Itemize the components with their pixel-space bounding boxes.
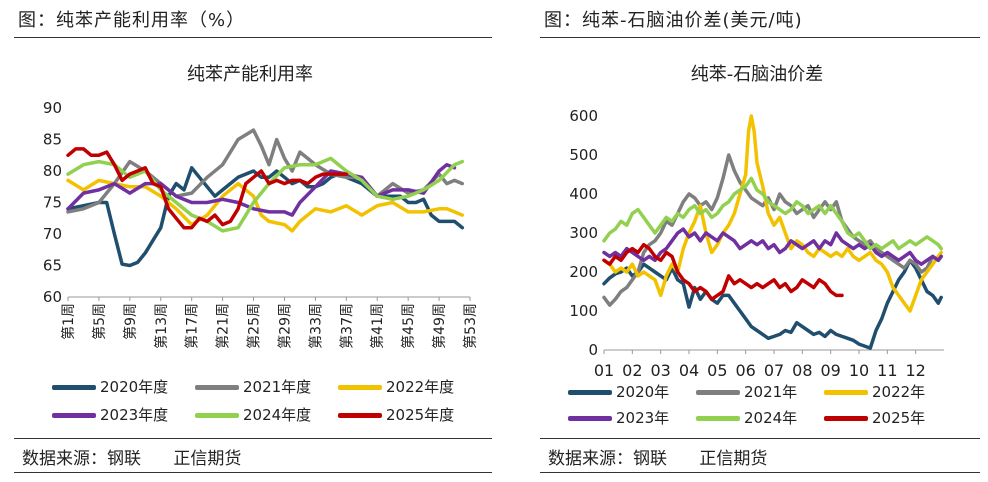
right-caption: 图：纯苯-石脑油价差(美元/吨) (544, 10, 803, 31)
right-mid-rule (540, 438, 980, 439)
series-line-2020年 (602, 258, 943, 350)
x-tick-label: 第5周 (91, 303, 108, 340)
y-tick-label: 60 (43, 288, 62, 306)
legend-swatch (338, 385, 382, 390)
x-tick-label: 第53周 (462, 303, 479, 349)
legend-label: 2020年度 (100, 378, 169, 396)
y-tick-label: 80 (43, 162, 62, 180)
x-tick-label: 12 (905, 361, 925, 380)
x-tick-label: 06 (735, 361, 755, 380)
y-tick-label: 0 (588, 341, 598, 359)
x-tick-label: 08 (792, 361, 812, 380)
x-tick-label: 第1周 (60, 303, 77, 340)
right-source-note: 数据来源：钢联 正信期货 (548, 449, 768, 469)
x-tick-label: 01 (594, 361, 614, 380)
y-tick-label: 70 (43, 225, 62, 243)
y-tick-label: 600 (569, 107, 598, 125)
y-tick-label: 200 (569, 263, 598, 281)
legend-label: 2024年度 (243, 406, 312, 424)
x-tick-label: 第25周 (246, 303, 263, 349)
x-tick-label: 第41周 (369, 303, 386, 349)
y-tick-label: 65 (43, 257, 62, 275)
y-tick-label: 85 (43, 131, 62, 149)
legend-swatch (338, 413, 382, 418)
x-tick-label: 07 (764, 361, 784, 380)
y-tick-label: 100 (569, 302, 598, 320)
x-tick-label: 05 (707, 361, 727, 380)
left-bottom-rule (14, 472, 492, 473)
legend-swatch (195, 413, 239, 418)
series-line-2025年度 (66, 147, 349, 230)
left-mid-rule (14, 438, 492, 439)
legend-swatch (52, 385, 96, 390)
legend-swatch (824, 390, 868, 395)
x-tick-label: 第33周 (307, 303, 324, 349)
right-bottom-rule (540, 472, 980, 473)
x-tick-label: 03 (650, 361, 670, 380)
right-panel: 图：纯苯-石脑油价差(美元/吨) 纯苯-石脑油价差 0 100 200 300 400 5… (526, 0, 988, 482)
legend-swatch (52, 413, 96, 418)
legend-label: 2020年 (616, 383, 670, 401)
right-top-rule (540, 37, 980, 38)
series-line-2025年 (602, 242, 844, 302)
right-chart-title: 纯苯-石脑油价差 (690, 64, 824, 85)
left-chart-title: 纯苯产能利用率 (187, 64, 313, 85)
legend-label: 2022年度 (386, 378, 455, 396)
x-tick-label: 第37周 (338, 303, 355, 349)
y-tick-label: 90 (43, 99, 62, 117)
legend-label: 2021年度 (243, 378, 312, 396)
right-chart-plot: 0 100 200 300 400 500 600 01 02 03 04 05 06 07 08 09 10 1… (569, 107, 944, 380)
y-tick-label: 400 (569, 185, 598, 203)
x-tick-label: 第21周 (215, 303, 232, 349)
left-chart-plot: 60657075808590第1周 第5周 第9周 第13周 第17周 第21周 第25周第… (43, 99, 479, 349)
left-source-note: 数据来源：钢联 正信期货 (22, 449, 242, 469)
legend-swatch (568, 390, 612, 395)
y-tick-label: 300 (569, 224, 598, 242)
legend-swatch (568, 416, 612, 421)
x-tick-label: 第29周 (276, 303, 293, 349)
series-line-2023年度 (66, 162, 457, 217)
series-line-2022年 (602, 114, 943, 313)
legend-label: 2022年 (872, 383, 926, 401)
legend-swatch (824, 416, 868, 421)
series-line-2020年度 (66, 166, 465, 268)
series-line-2024年 (602, 176, 943, 251)
x-tick-label: 04 (679, 361, 699, 380)
x-tick-label: 第9周 (122, 303, 139, 340)
series-line-2023年 (602, 227, 943, 266)
y-tick-label: 75 (43, 194, 62, 212)
series-line-2021年 (602, 153, 943, 307)
x-tick-label: 第13周 (153, 303, 170, 349)
legend-label: 2023年度 (100, 406, 169, 424)
legend-swatch (195, 385, 239, 390)
x-tick-label: 02 (622, 361, 642, 380)
legend-label: 2025年度 (386, 406, 455, 424)
legend-label: 2021年 (744, 383, 798, 401)
left-caption: 图：纯苯产能利用率（%） (18, 10, 246, 31)
legend-label: 2024年 (744, 409, 798, 427)
x-tick-label: 11 (877, 361, 897, 380)
legend-swatch (696, 390, 740, 395)
x-tick-label: 10 (849, 361, 869, 380)
x-tick-label: 第49周 (431, 303, 448, 349)
x-tick-label: 第45周 (400, 303, 417, 349)
x-tick-label: 第17周 (184, 303, 201, 349)
left-top-rule (14, 37, 492, 38)
legend-swatch (696, 416, 740, 421)
legend-label: 2025年 (872, 409, 926, 427)
x-tick-label: 09 (820, 361, 840, 380)
y-tick-label: 500 (569, 146, 598, 164)
legend-label: 2023年 (616, 409, 670, 427)
left-panel: 图：纯苯产能利用率（%） 纯苯产能利用率 60 65 70 75 80 85 90 第1周 第5… (14, 10, 492, 473)
